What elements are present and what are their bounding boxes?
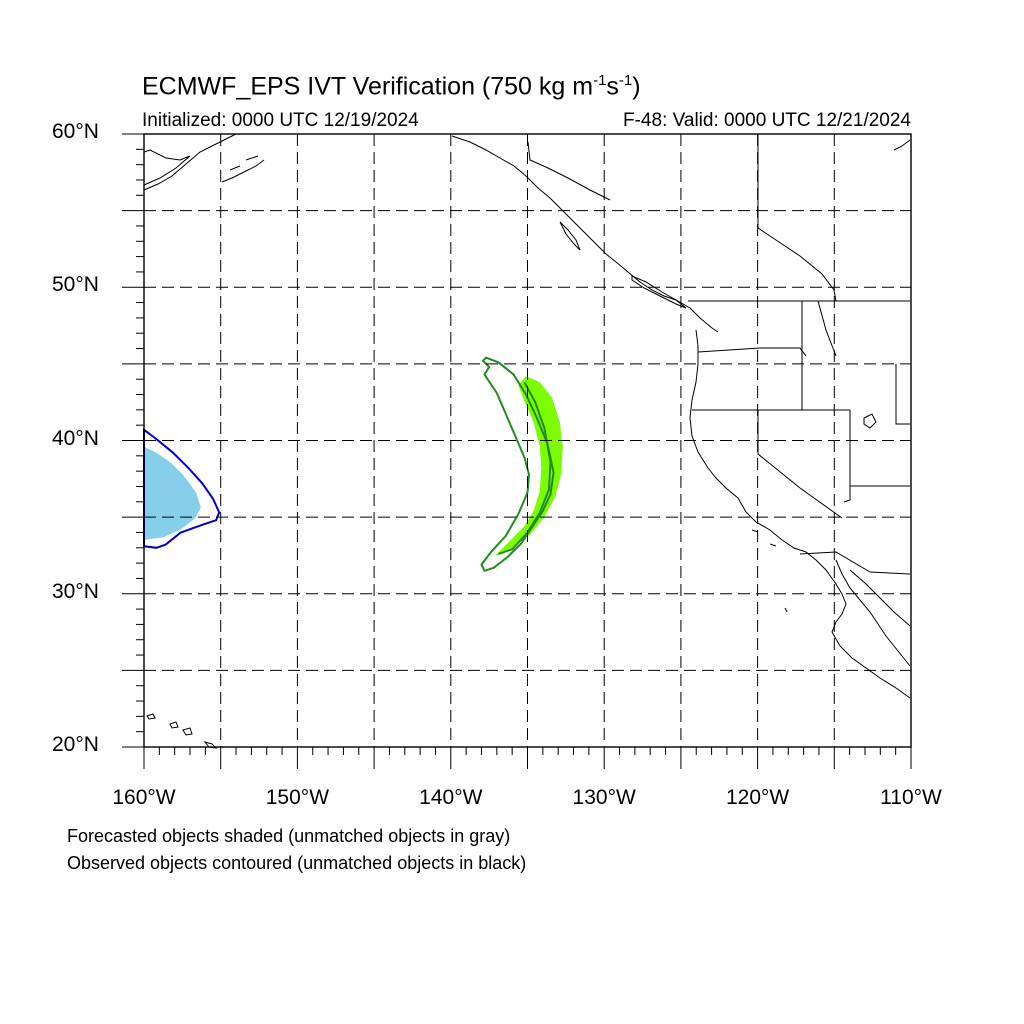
map-frame xyxy=(143,133,912,748)
lon-label: 150°W xyxy=(265,786,330,809)
vancouver-island xyxy=(631,275,687,309)
lat-label: 30°N xyxy=(52,579,99,603)
nevada-utah-border xyxy=(843,410,851,503)
us-mexico-border xyxy=(799,551,911,575)
forecast-central-shading xyxy=(495,376,563,556)
channel-islands xyxy=(751,529,788,613)
observed-west-contour xyxy=(143,427,221,549)
lat-label: 40°N xyxy=(52,426,99,450)
lon-label: 110°W xyxy=(880,786,942,809)
california-nevada-border xyxy=(757,410,843,519)
observed-axis-line xyxy=(498,381,552,555)
washington-oregon-border xyxy=(697,347,807,357)
lon-label: 120°W xyxy=(725,786,790,809)
lat-label: 50°N xyxy=(52,273,99,297)
ivt-objects-layer xyxy=(143,356,563,573)
lon-label: 160°W xyxy=(112,786,176,809)
valid-time: F-48: Valid: 0000 UTC 12/21/2024 xyxy=(623,110,911,131)
title-exponent-2: -1 xyxy=(618,72,633,89)
title-exponent-1: -1 xyxy=(593,72,607,89)
lon-label: 130°W xyxy=(572,786,636,809)
canada-provincial-border xyxy=(757,134,837,302)
alaska-coastline-south xyxy=(143,133,237,191)
baja-california xyxy=(835,559,911,667)
lat-label: 20°N xyxy=(52,733,99,756)
title-close-paren: ) xyxy=(632,72,641,101)
lat-label: 60°N xyxy=(52,120,99,143)
figure-title: ECMWF_EPS IVT Verification (750 kg m-1s-… xyxy=(142,72,641,101)
title-unit-s: s xyxy=(606,72,619,101)
alaska-coastline xyxy=(143,149,191,186)
forecast-west-shading xyxy=(144,446,201,541)
forecast-legend-note: Forecasted objects shaded (unmatched obj… xyxy=(67,826,511,846)
lat-lon-grid xyxy=(144,134,911,747)
alaska-canada-border xyxy=(527,141,611,201)
wyoming-border xyxy=(895,364,910,425)
great-salt-lake xyxy=(863,413,877,429)
political-borders-layer xyxy=(527,134,911,575)
hawaii-islands xyxy=(146,713,218,749)
hudson-bay-edge xyxy=(893,139,911,151)
axis-ticks xyxy=(122,133,912,769)
title-text: ECMWF_EPS IVT Verification (750 kg m xyxy=(142,72,594,101)
british-columbia-coastline xyxy=(451,135,719,333)
haida-gwaii xyxy=(559,221,581,251)
observed-central-contour xyxy=(480,356,555,573)
us-west-coastline xyxy=(689,329,911,699)
lon-label: 140°W xyxy=(419,786,483,809)
idaho-border xyxy=(801,300,837,410)
observed-legend-note: Observed objects contoured (unmatched ob… xyxy=(67,853,527,873)
gulf-coast-mexico xyxy=(849,569,911,627)
aleutian-islands xyxy=(221,155,265,183)
initialized-time: Initialized: 0000 UTC 12/19/2024 xyxy=(142,110,419,131)
